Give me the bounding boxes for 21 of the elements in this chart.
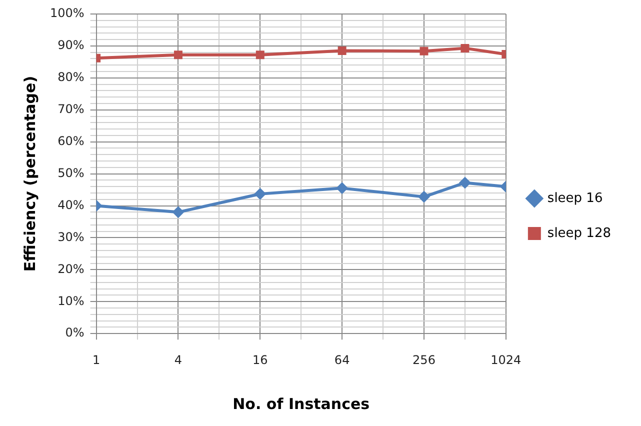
x-tick-label: 1 — [92, 352, 100, 367]
legend-label: sleep 16 — [547, 190, 603, 206]
y-tick-label: 80% — [58, 70, 84, 84]
y-tick-label: 40% — [58, 198, 84, 212]
x-tick-label: 256 — [412, 352, 436, 367]
y-tick-label: 0% — [65, 326, 84, 340]
y-axis-title: Efficiency (percentage) — [20, 76, 39, 272]
y-tick-label: 50% — [58, 166, 84, 180]
legend-label: sleep 128 — [547, 226, 611, 241]
x-tick-label: 4 — [174, 352, 182, 367]
x-tick-label: 16 — [252, 352, 268, 367]
y-tick-label: 20% — [58, 262, 84, 276]
x-tick-label: 64 — [334, 352, 350, 367]
y-tick-label: 70% — [58, 102, 84, 116]
x-tick-label: 1024 — [490, 352, 522, 367]
y-tick-label: 60% — [58, 134, 84, 148]
y-tick-label: 100% — [50, 6, 84, 20]
y-tick-label: 90% — [58, 38, 84, 52]
y-tick-label: 10% — [58, 294, 84, 308]
x-axis-title: No. of Instances — [232, 394, 370, 413]
y-tick-label: 30% — [58, 230, 84, 244]
